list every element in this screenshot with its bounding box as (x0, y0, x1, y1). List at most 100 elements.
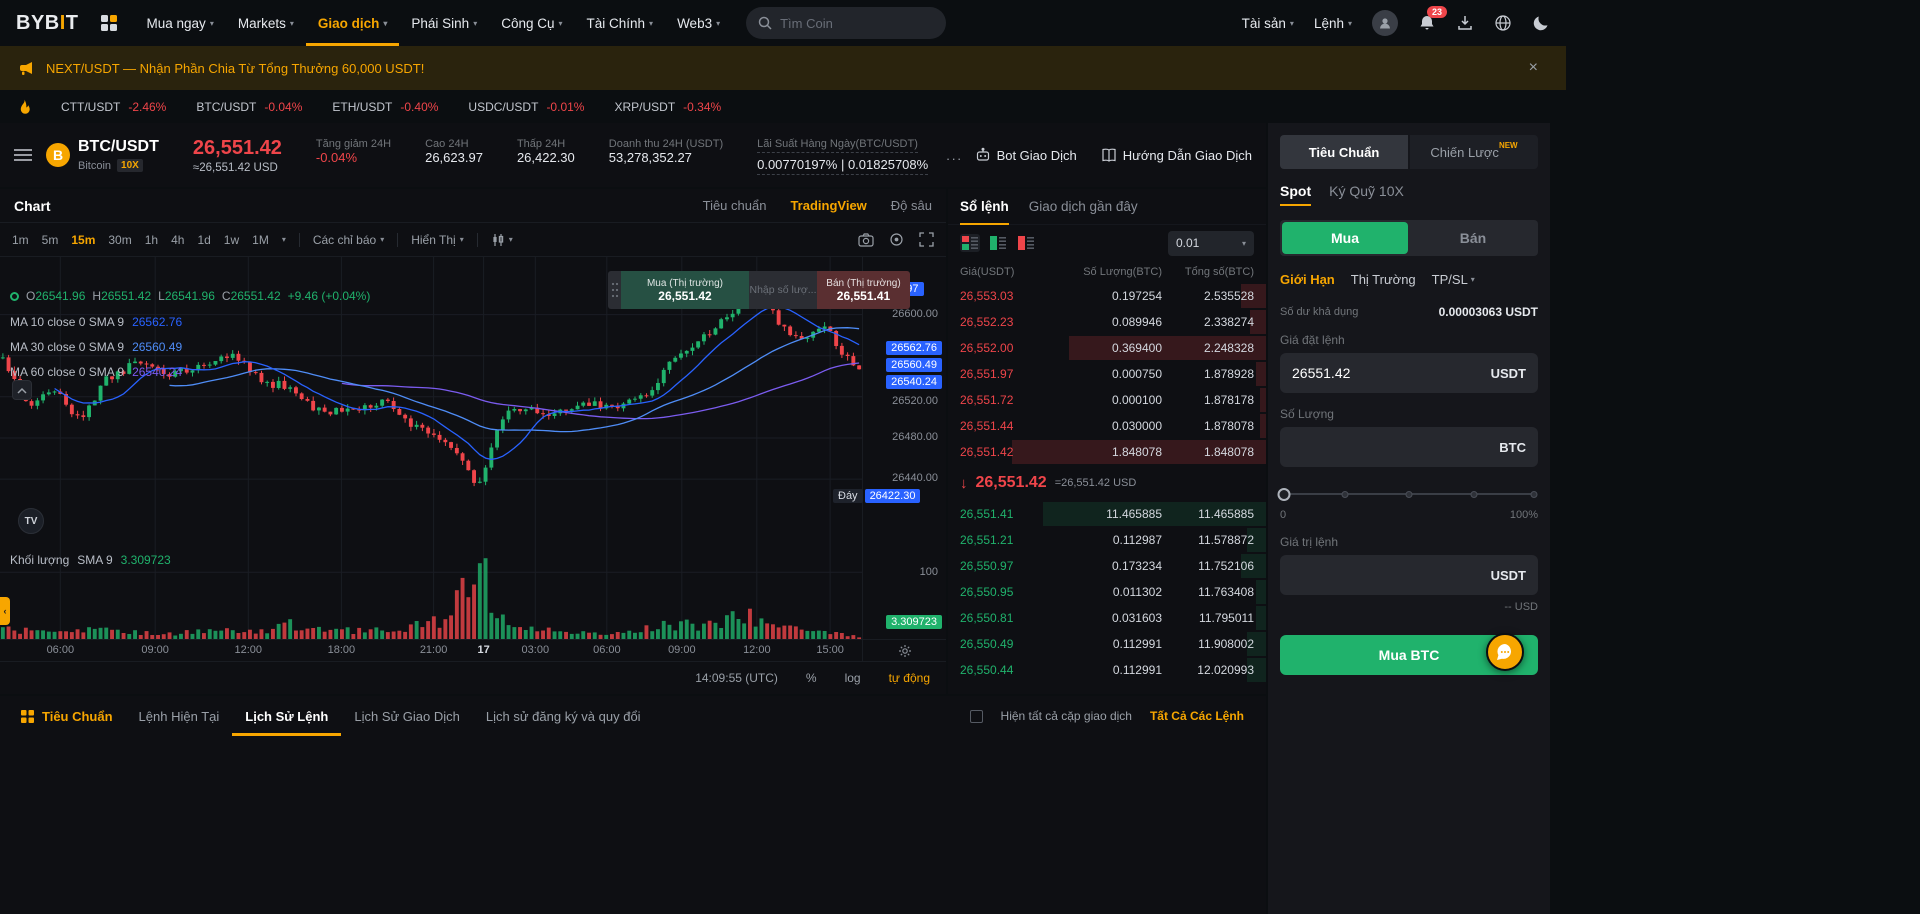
bybit-logo[interactable]: BYB I T (16, 12, 79, 35)
orderbook-ask-row[interactable]: 26,552.23 0.089946 2.338274 (948, 309, 1266, 335)
nav-menu-item[interactable]: Mua ngay ▾ (135, 0, 226, 46)
orders-tab[interactable]: Lịch sử đăng ký và quy đổi (473, 696, 654, 736)
all-orders-link[interactable]: Tất Cả Các Lệnh (1149, 709, 1244, 723)
orderbook-view-asks-icon[interactable] (1016, 234, 1036, 252)
orderbook-ask-row[interactable]: 26,551.97 0.000750 1.878928 (948, 361, 1266, 387)
orderbook-ask-row[interactable]: 26,553.03 0.197254 2.535528 (948, 283, 1266, 309)
orderbook-ask-row[interactable]: 26,551.44 0.030000 1.878078 (948, 413, 1266, 439)
theme-toggle[interactable] (1532, 14, 1550, 32)
buy-tab[interactable]: Mua (1282, 222, 1408, 254)
timeframe-button[interactable]: 1m (12, 232, 29, 247)
timeframe-button[interactable]: 4h (171, 232, 185, 247)
nav-menu-item[interactable]: Giao dịch ▾ (305, 0, 400, 46)
support-chat-button[interactable] (1486, 633, 1524, 671)
volume-axis[interactable]: 100 3.309723 (862, 549, 946, 639)
percent-scale-button[interactable]: % (805, 671, 817, 685)
announcement-text[interactable]: NEXT/USDT — Nhận Phần Chia Từ Tổng Thưởn… (46, 60, 425, 76)
orderbook-ask-row[interactable]: 26,551.72 0.000100 1.878178 (948, 387, 1266, 413)
target-icon[interactable] (889, 232, 904, 247)
slider-step[interactable] (1470, 491, 1477, 498)
timeframe-button[interactable]: 5m (41, 232, 59, 247)
order-type-tab[interactable]: TP/SL ▾ (1432, 272, 1475, 287)
trading-bot-link[interactable]: Bot Giao Dịch (975, 147, 1077, 163)
slider-step[interactable] (1530, 491, 1538, 498)
nav-menu-item[interactable]: Công Cụ ▾ (489, 0, 574, 46)
orderbook-bid-row[interactable]: 26,550.44 0.112991 12.020993 (948, 657, 1266, 683)
orderbook-ask-row[interactable]: 26,552.00 0.369400 2.248328 (948, 335, 1266, 361)
orderbook-ask-row[interactable]: 26,551.42 1.848078 1.848078 (948, 439, 1266, 465)
orderbook-bid-row[interactable]: 26,550.97 0.173234 11.752106 (948, 553, 1266, 579)
orders-tab[interactable]: Lệnh Hiện Tại (126, 696, 233, 736)
ticker-pair-item[interactable]: BTC/USDT -0.04% (196, 100, 302, 114)
orderbook-bid-row[interactable]: 26,550.81 0.031603 11.795011 (948, 605, 1266, 631)
chart-view-tab[interactable]: Tiêu chuẩn (702, 198, 767, 213)
orderbook-tab[interactable]: Giao dịch gần đây (1028, 198, 1138, 214)
chart-qty-input[interactable]: Nhập số lượ... (749, 271, 817, 309)
ticker-pair-item[interactable]: USDC/USDT -0.01% (468, 100, 584, 114)
more-stats-button[interactable]: ... (946, 147, 964, 163)
timeframe-button[interactable]: 30m (108, 232, 132, 247)
order-price-input[interactable] (1292, 365, 1442, 381)
orderbook-bid-row[interactable]: 26,550.49 0.112991 11.908002 (948, 631, 1266, 657)
pair-block[interactable]: BTC/USDT Bitcoin 10X (78, 138, 159, 172)
axis-settings-corner[interactable] (862, 639, 946, 661)
collapse-panel-button[interactable] (12, 380, 32, 400)
indicators-button[interactable]: Các chỉ báo ▾ (313, 233, 384, 247)
nav-menu-item[interactable]: Markets ▾ (226, 0, 306, 46)
amount-slider[interactable] (1277, 487, 1538, 501)
trading-guide-link[interactable]: Hướng Dẫn Giao Dịch (1101, 147, 1252, 163)
assets-menu[interactable]: Tài sản ▾ (1242, 16, 1294, 31)
display-button[interactable]: Hiển Thị ▾ (411, 233, 463, 247)
log-scale-button[interactable]: log (844, 671, 861, 685)
chart-buy-market-button[interactable]: Mua (Thị trường) 26,551.42 (621, 271, 749, 309)
timeframe-button[interactable]: 1d (197, 232, 211, 247)
slider-handle[interactable] (1277, 488, 1291, 501)
candle-style-button[interactable]: ▾ (491, 233, 513, 247)
tab-margin[interactable]: Ký Quỹ 10X (1329, 183, 1404, 199)
last-price-row[interactable]: ↓ 26,551.42 =26,551.42 USD (948, 465, 1266, 501)
close-icon[interactable]: × (1528, 59, 1538, 76)
order-qty-input[interactable] (1292, 439, 1442, 455)
sell-tab[interactable]: Bán (1459, 230, 1487, 246)
chart-view-tab[interactable]: TradingView (790, 198, 867, 213)
language-button[interactable] (1494, 14, 1512, 32)
screenshot-button[interactable] (858, 232, 874, 247)
orders-tab[interactable]: Lịch Sử Lệnh (232, 696, 342, 736)
ticker-pair-item[interactable]: XRP/USDT -0.34% (614, 100, 721, 114)
download-app-button[interactable] (1456, 14, 1474, 32)
expand-side-panel-tab[interactable]: ‹ (0, 597, 10, 625)
orderbook-tab[interactable]: Sổ lệnh (960, 189, 1009, 225)
precision-select[interactable]: 0.01 ▾ (1168, 230, 1254, 256)
tab-spot[interactable]: Spot (1280, 183, 1312, 206)
orders-menu[interactable]: Lệnh ▾ (1314, 16, 1352, 31)
ticker-pair-item[interactable]: CTT/USDT -2.46% (61, 100, 166, 114)
slider-step[interactable] (1405, 491, 1413, 498)
timeframe-button[interactable]: 1M (252, 232, 269, 247)
auto-scale-button[interactable]: tự động (888, 671, 930, 685)
chevron-down-icon[interactable]: ▾ (281, 235, 286, 244)
nav-menu-item[interactable]: Web3 ▾ (665, 0, 732, 46)
orderbook-bid-row[interactable]: 26,550.95 0.011302 11.763408 (948, 579, 1266, 605)
timeframe-button[interactable]: 15m (71, 232, 96, 247)
search-box[interactable] (746, 7, 947, 39)
orderbook-view-bids-icon[interactable] (988, 234, 1008, 252)
notifications-button[interactable]: 23 (1418, 6, 1448, 32)
panel-more-button[interactable] (1530, 191, 1538, 199)
nav-menu-item[interactable]: Tài Chính ▾ (575, 0, 666, 46)
trade-mode-tab[interactable]: Tiêu Chuẩn (1280, 135, 1408, 169)
apps-grid-icon[interactable] (100, 15, 117, 31)
drag-handle[interactable] (608, 271, 621, 309)
volume-pane[interactable]: Khối lượng SMA 9 3.309723 ‹ (0, 549, 862, 639)
timeframe-button[interactable]: 1w (223, 232, 240, 247)
orders-tab[interactable]: Lịch Sử Giao Dịch (341, 696, 473, 736)
chart-sell-market-button[interactable]: Bán (Thị trường) 26,551.41 (817, 271, 910, 309)
timeframe-button[interactable]: 1h (144, 232, 159, 247)
avatar[interactable] (1372, 10, 1398, 36)
orders-tab[interactable]: Tiêu Chuẩn (8, 696, 126, 736)
orderbook-bid-row[interactable]: 26,551.21 0.112987 11.578872 (948, 527, 1266, 553)
order-type-tab[interactable]: Thị Trường ▾ (1351, 272, 1416, 287)
time-axis[interactable]: 06:00 09:00 12:00 18:00 21:00 17 (0, 639, 862, 661)
ticker-pair-item[interactable]: ETH/USDT -0.40% (332, 100, 438, 114)
pairs-list-icon[interactable] (14, 148, 32, 162)
nav-menu-item[interactable]: Phái Sinh ▾ (399, 0, 489, 46)
